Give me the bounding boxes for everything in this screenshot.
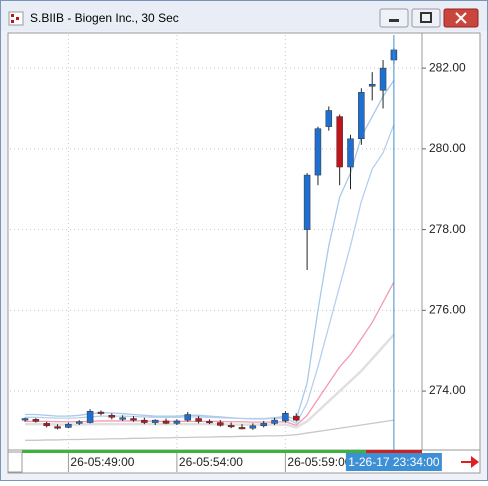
candle-body (282, 413, 289, 422)
candle-body (86, 411, 94, 423)
candle-body (54, 426, 61, 429)
candle-body (314, 128, 322, 176)
cursor-label: 1-26-17 23:34:00 (348, 455, 440, 469)
candle-body (358, 92, 365, 140)
candle-body (227, 425, 235, 428)
candle-body (238, 427, 246, 430)
candle-body (43, 423, 50, 427)
chart-frame (7, 32, 481, 474)
moving-average (25, 79, 395, 421)
candle-body (119, 417, 126, 420)
y-tick-label: 274.00 (429, 383, 466, 397)
app-icon (8, 11, 24, 26)
y-tick-label: 280.00 (429, 141, 466, 155)
candle-body (217, 422, 224, 426)
window-title: S.BIIB - Biogen Inc., 30 Sec (30, 11, 179, 25)
candle-body (173, 420, 181, 424)
candle-body (184, 414, 191, 421)
candle-body (32, 419, 40, 422)
candle-body (206, 421, 213, 424)
cursor-label-box (345, 453, 442, 471)
candle-body (368, 84, 376, 87)
scroll-right-arrow[interactable] (461, 456, 479, 468)
candle-body (249, 425, 257, 429)
minimize-button[interactable] (379, 8, 409, 28)
candle-body (271, 419, 278, 424)
candle-body (379, 67, 387, 91)
maximize-button[interactable] (411, 8, 441, 28)
candle-body (162, 420, 170, 424)
candle-body (130, 418, 137, 421)
candle-body (336, 116, 343, 168)
session-bar-red (365, 450, 422, 453)
moving-average (25, 124, 395, 425)
y-tick-label: 278.00 (429, 222, 466, 236)
moving-average (25, 419, 394, 441)
candle-body (195, 418, 202, 422)
candle-body (260, 423, 267, 427)
candle-body (108, 415, 116, 418)
candle-body (97, 411, 105, 414)
candle-body (65, 423, 72, 428)
scroll-box[interactable] (7, 451, 23, 473)
candle-body (21, 418, 29, 421)
candle-body (347, 138, 354, 168)
close-button[interactable] (443, 8, 479, 28)
candle-body (293, 415, 300, 421)
candle-body (151, 419, 159, 423)
candle-body (76, 421, 83, 424)
candle-body (325, 110, 333, 127)
x-tick-label: 26-05:49:00 (70, 455, 134, 469)
x-tick-label: 26-05:59:00 (287, 455, 351, 469)
moving-average (25, 333, 395, 429)
candle-body (303, 174, 311, 230)
candle-body (141, 419, 148, 423)
x-tick-label: 26-05:54:00 (179, 455, 243, 469)
session-bar (22, 450, 366, 453)
y-tick-label: 276.00 (429, 303, 466, 317)
y-tick-label: 282.00 (429, 60, 466, 74)
